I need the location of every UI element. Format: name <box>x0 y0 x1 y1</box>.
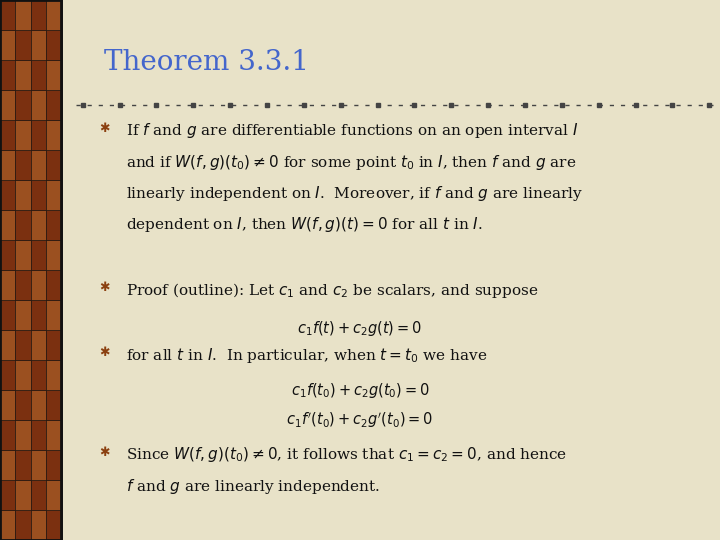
FancyBboxPatch shape <box>46 360 61 390</box>
FancyBboxPatch shape <box>0 120 15 150</box>
Text: ✱: ✱ <box>99 122 109 134</box>
FancyBboxPatch shape <box>15 360 30 390</box>
FancyBboxPatch shape <box>46 60 61 90</box>
Text: ✱: ✱ <box>99 281 109 294</box>
Text: ✱: ✱ <box>99 446 109 458</box>
FancyBboxPatch shape <box>30 60 46 90</box>
FancyBboxPatch shape <box>15 420 30 450</box>
FancyBboxPatch shape <box>30 270 46 300</box>
FancyBboxPatch shape <box>0 60 15 90</box>
Text: Proof (outline): Let $c_1$ and $c_2$ be scalars, and suppose: Proof (outline): Let $c_1$ and $c_2$ be … <box>126 281 539 300</box>
FancyBboxPatch shape <box>15 390 30 420</box>
Text: linearly independent on $I$.  Moreover, if $f$ and $g$ are linearly: linearly independent on $I$. Moreover, i… <box>126 184 583 203</box>
Text: Theorem 3.3.1: Theorem 3.3.1 <box>104 49 310 76</box>
FancyBboxPatch shape <box>46 510 61 540</box>
FancyBboxPatch shape <box>30 390 46 420</box>
Text: If $f$ and $g$ are differentiable functions on an open interval $I$: If $f$ and $g$ are differentiable functi… <box>126 122 578 140</box>
FancyBboxPatch shape <box>30 150 46 180</box>
Text: dependent on $I$, then $W(f, g)(t) = 0$ for all $t$ in $I$.: dependent on $I$, then $W(f, g)(t) = 0$ … <box>126 215 482 234</box>
FancyBboxPatch shape <box>0 330 15 360</box>
FancyBboxPatch shape <box>30 240 46 270</box>
FancyBboxPatch shape <box>15 120 30 150</box>
FancyBboxPatch shape <box>46 450 61 480</box>
FancyBboxPatch shape <box>46 120 61 150</box>
Text: and if $W(f, g)(t_0) \neq 0$ for some point $t_0$ in $I$, then $f$ and $g$ are: and if $W(f, g)(t_0) \neq 0$ for some po… <box>126 153 577 172</box>
FancyBboxPatch shape <box>46 30 61 60</box>
FancyBboxPatch shape <box>0 450 15 480</box>
Text: $f$ and $g$ are linearly independent.: $f$ and $g$ are linearly independent. <box>126 477 380 496</box>
FancyBboxPatch shape <box>46 420 61 450</box>
FancyBboxPatch shape <box>46 90 61 120</box>
FancyBboxPatch shape <box>30 210 46 240</box>
FancyBboxPatch shape <box>0 210 15 240</box>
FancyBboxPatch shape <box>15 480 30 510</box>
FancyBboxPatch shape <box>46 390 61 420</box>
FancyBboxPatch shape <box>15 330 30 360</box>
FancyBboxPatch shape <box>0 300 15 330</box>
FancyBboxPatch shape <box>15 30 30 60</box>
FancyBboxPatch shape <box>30 0 46 30</box>
FancyBboxPatch shape <box>0 390 15 420</box>
FancyBboxPatch shape <box>46 270 61 300</box>
FancyBboxPatch shape <box>15 150 30 180</box>
FancyBboxPatch shape <box>46 180 61 210</box>
FancyBboxPatch shape <box>30 330 46 360</box>
Text: $c_1 f'(t_0) + c_2 g'(t_0) = 0$: $c_1 f'(t_0) + c_2 g'(t_0) = 0$ <box>287 410 433 430</box>
FancyBboxPatch shape <box>30 120 46 150</box>
FancyBboxPatch shape <box>15 210 30 240</box>
FancyBboxPatch shape <box>30 510 46 540</box>
FancyBboxPatch shape <box>30 30 46 60</box>
FancyBboxPatch shape <box>15 180 30 210</box>
FancyBboxPatch shape <box>46 300 61 330</box>
FancyBboxPatch shape <box>30 180 46 210</box>
FancyBboxPatch shape <box>30 360 46 390</box>
FancyBboxPatch shape <box>15 60 30 90</box>
FancyBboxPatch shape <box>0 30 15 60</box>
FancyBboxPatch shape <box>46 330 61 360</box>
FancyBboxPatch shape <box>15 300 30 330</box>
FancyBboxPatch shape <box>46 240 61 270</box>
Text: $c_1 f(t) + c_2 g(t) = 0$: $c_1 f(t) + c_2 g(t) = 0$ <box>297 319 423 338</box>
FancyBboxPatch shape <box>15 450 30 480</box>
FancyBboxPatch shape <box>15 270 30 300</box>
FancyBboxPatch shape <box>15 0 30 30</box>
FancyBboxPatch shape <box>30 300 46 330</box>
FancyBboxPatch shape <box>0 510 15 540</box>
FancyBboxPatch shape <box>46 0 61 30</box>
FancyBboxPatch shape <box>15 510 30 540</box>
Text: Since $W(f, g)(t_0) \neq 0$, it follows that $c_1 = c_2 = 0$, and hence: Since $W(f, g)(t_0) \neq 0$, it follows … <box>126 446 567 464</box>
FancyBboxPatch shape <box>46 480 61 510</box>
FancyBboxPatch shape <box>30 90 46 120</box>
FancyBboxPatch shape <box>0 480 15 510</box>
Text: for all $t$ in $I$.  In particular, when $t = t_0$ we have: for all $t$ in $I$. In particular, when … <box>126 346 487 365</box>
FancyBboxPatch shape <box>46 150 61 180</box>
Text: $c_1 f(t_0) + c_2 g(t_0) = 0$: $c_1 f(t_0) + c_2 g(t_0) = 0$ <box>291 381 429 400</box>
FancyBboxPatch shape <box>15 90 30 120</box>
FancyBboxPatch shape <box>0 360 15 390</box>
FancyBboxPatch shape <box>15 240 30 270</box>
FancyBboxPatch shape <box>0 0 15 30</box>
Text: ✱: ✱ <box>99 346 109 359</box>
FancyBboxPatch shape <box>0 0 61 540</box>
FancyBboxPatch shape <box>0 180 15 210</box>
FancyBboxPatch shape <box>0 240 15 270</box>
FancyBboxPatch shape <box>0 420 15 450</box>
FancyBboxPatch shape <box>0 150 15 180</box>
FancyBboxPatch shape <box>30 450 46 480</box>
FancyBboxPatch shape <box>0 90 15 120</box>
FancyBboxPatch shape <box>46 210 61 240</box>
FancyBboxPatch shape <box>30 420 46 450</box>
FancyBboxPatch shape <box>0 270 15 300</box>
FancyBboxPatch shape <box>30 480 46 510</box>
